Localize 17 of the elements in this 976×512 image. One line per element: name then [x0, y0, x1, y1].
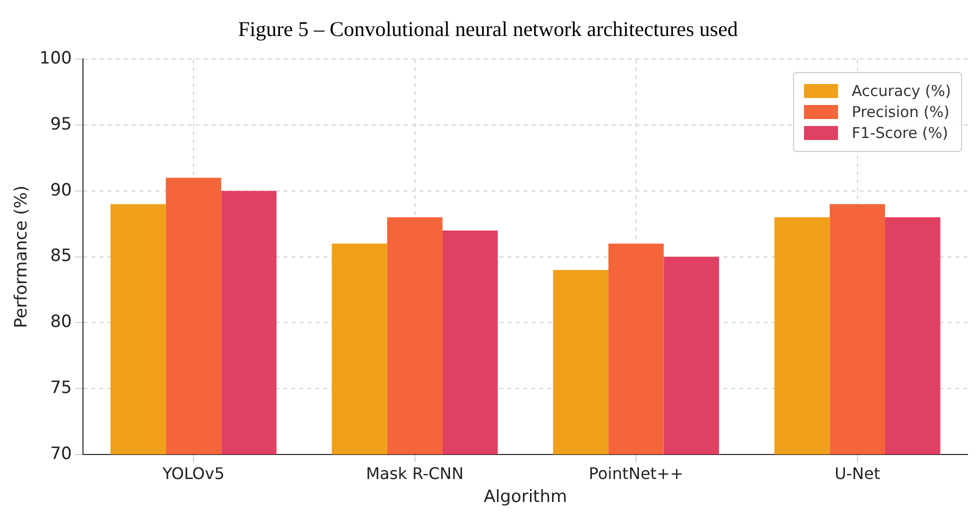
x-tick-label: U-Net [834, 464, 880, 484]
x-axis-title: Algorithm [484, 487, 568, 508]
legend-label: Precision (%) [852, 103, 950, 121]
x-tick-label: PointNet++ [588, 464, 684, 484]
y-tick-label: 85 [50, 246, 72, 266]
y-tick-label: 100 [39, 48, 72, 69]
x-tick-label: Mask R-CNN [366, 464, 464, 484]
x-tick-label: YOLOv5 [161, 464, 225, 484]
chart-title: Figure 5 – Convolutional neural network architectures used [238, 17, 738, 42]
legend-label: F1-Score (%) [852, 124, 948, 142]
y-tick-label: 75 [50, 378, 72, 398]
y-axis-title: Performance (%) [12, 186, 32, 328]
y-tick-label: 70 [50, 444, 72, 464]
y-tick-label: 80 [50, 312, 72, 332]
y-tick-label: 95 [50, 114, 72, 134]
y-tick-label: 90 [50, 180, 72, 200]
legend-label: Accuracy (%) [852, 82, 951, 100]
